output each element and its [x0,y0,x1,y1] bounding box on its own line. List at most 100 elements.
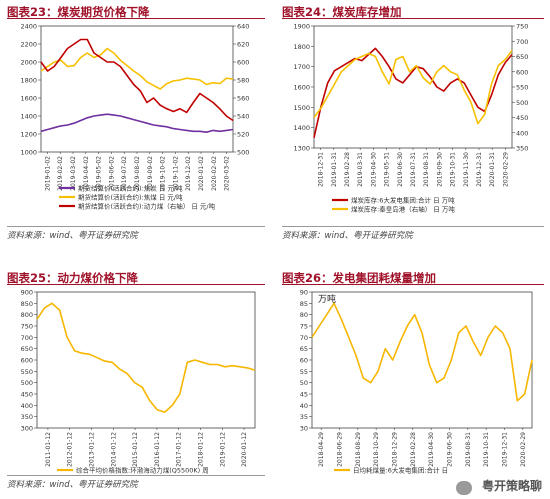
y-tick-label: 60 [300,357,308,365]
x-tick-label: 2018-06-29 [337,432,344,467]
x-tick-label: 2019-08-31 [423,152,430,187]
y-tick-label: 500 [21,379,33,387]
y-right-tick-label: 620 [237,41,249,49]
x-tick-label: 2020-01-02 [198,156,205,191]
x-tick-label: 2019-03-02 [70,156,77,191]
y-right-tick-label: 350 [516,145,528,153]
x-tick-label: 2020-03-02 [224,156,231,191]
y-tick-label: 2200 [20,41,37,49]
x-tick-label: 2020-02-29 [520,432,527,467]
series-line-0 [311,302,533,402]
y-tick-label: 400 [21,402,33,410]
legend-label-0: 综合平均价格指数:环渤海动力煤(Q5500K) 周 [76,466,209,475]
title-underline [7,284,265,285]
y-tick-label: 65 [300,345,308,353]
x-tick-label: 2019-01-12 [219,432,226,467]
series-line-1 [313,49,513,125]
source-note: 资料来源：wind、粤开证券研究院 [7,231,138,241]
y-tick-label: 1900 [293,23,310,31]
x-tick-label: 2019-05-02 [96,156,103,191]
x-tick-label: 2019-11-30 [463,152,470,187]
y-tick-label: 85 [300,300,308,308]
x-tick-label: 2019-03-31 [357,152,364,187]
y-tick-label: 70 [300,334,308,342]
y-tick-label: 75 [300,323,308,331]
x-tick-label: 2019-11-02 [172,156,179,191]
x-tick-label: 2019-01-02 [44,156,51,191]
y-tick-label: 2000 [20,59,37,67]
legend-label-1: 期货结算价(活跃合约):焦煤 日 元/吨 [78,193,183,202]
x-tick-label: 2019-02-28 [410,432,417,467]
y-right-tick-label: 550 [516,84,528,92]
source-divider [7,475,265,476]
legend-label-0: 期货结算价(活跃合约):焦炭 日 元/吨 [78,184,183,193]
y-tick-label: 650 [21,345,33,353]
unit-label: 万吨 [318,293,336,305]
legend-label-1: 煤炭库存:秦皇岛港（右轴） 日 万吨 [351,205,455,214]
y-right-tick-label: 540 [237,113,249,121]
y-tick-label: 2400 [20,23,37,31]
y-tick-label: 1400 [20,113,37,121]
y-right-tick-label: 750 [516,23,528,31]
x-tick-label: 2012-01-12 [67,432,74,467]
x-tick-label: 2011-01-12 [45,432,52,467]
y-tick-label: 40 [300,402,308,410]
y-tick-label: 300 [21,425,33,433]
y-tick-label: 1200 [20,131,37,139]
x-tick-label: 2019-02-28 [344,152,351,187]
x-tick-label: 2020-01-12 [241,432,248,467]
chart-25-svg: 900 850 800 750 700 650 600 550 500 450 400 350 300 2… [21,289,256,475]
x-tick-label: 2019-09-30 [436,152,443,187]
source-note: 资料来源：wind、粤开证券研究院 [282,231,413,241]
plot-frame [40,25,234,153]
y-right-tick-label: 640 [237,23,249,31]
source-note: 资料来源：wind、粤开证券研究院 [7,480,138,490]
y-right-tick-label: 450 [516,114,528,122]
chart-title: 图表23：煤炭期货价格下降 [7,5,150,19]
wechat-icon [456,481,472,495]
series-line-0 [40,113,234,133]
y-tick-label: 90 [300,289,308,297]
y-tick-label: 30 [300,425,308,433]
x-tick-label: 2019-06-30 [447,432,454,467]
y-tick-label: 1300 [293,145,310,153]
chart-panel-25: 图表25：动力煤价格下降 900 850 800 750 700 650 600 550 500… [7,270,265,480]
series-line-2 [40,38,234,122]
y-tick-label: 450 [21,391,33,399]
y-tick-label: 80 [300,311,308,319]
source-divider [282,226,544,227]
series-line-0 [313,47,513,138]
y-right-tick-label: 560 [237,95,249,103]
y-right-tick-label: 400 [516,129,528,137]
title-underline [282,284,544,285]
x-tick-label: 2019-05-31 [384,152,391,187]
x-tick-label: 2018-01-12 [198,432,205,467]
y-tick-label: 700 [21,334,33,342]
y-tick-label: 550 [21,368,33,376]
x-tick-label: 2018-12-31 [318,152,325,187]
legend-label-0: 煤炭库存:6大发电集团:合计 日 万吨 [351,196,455,205]
x-tick-label: 2020-01-31 [489,152,496,187]
y-right-tick-label: 520 [237,131,249,139]
legend-label-0: 日均耗煤量:6大发电集团:合计 日 [353,466,448,475]
x-tick-label: 2019-12-31 [502,432,509,467]
y-tick-label: 45 [300,391,308,399]
chart-title: 图表25：动力煤价格下降 [7,271,139,285]
y-right-tick-label: 600 [516,68,528,76]
x-tick-label: 2019-04-02 [83,156,90,191]
source-divider [7,226,265,227]
x-tick-label: 2019-07-02 [121,156,128,191]
chart-title: 图表24：煤炭库存增加 [282,5,402,19]
y-tick-label: 35 [300,413,308,421]
x-tick-label: 2019-08-02 [134,156,141,191]
legend-label-2: 期货结算价(活跃合约):动力煤（右轴） 日 元/吨 [78,202,216,211]
x-tick-label: 2018-10-29 [373,432,380,467]
chart-panel-24: 图表24：煤炭库存增加 1900 1800 1700 1600 1500 1400 1300… [282,4,544,236]
y-tick-label: 1600 [293,84,310,92]
y-tick-label: 800 [21,311,33,319]
x-tick-label: 2019-12-02 [185,156,192,191]
y-tick-label: 1000 [20,149,37,157]
x-tick-label: 2020-02-29 [502,152,509,187]
x-tick-label: 2019-12-31 [476,152,483,187]
y-tick-label: 600 [21,357,33,365]
